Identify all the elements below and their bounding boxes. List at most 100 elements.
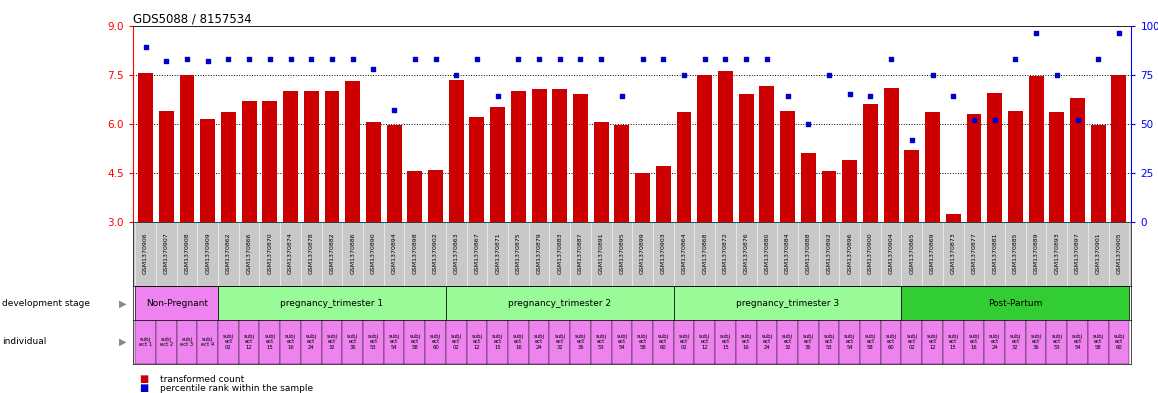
Bar xyxy=(695,320,716,364)
Text: subj
ect
12: subj ect 12 xyxy=(243,334,255,350)
Bar xyxy=(322,320,343,364)
Text: subj
ect
58: subj ect 58 xyxy=(865,334,875,350)
Point xyxy=(1006,56,1025,62)
Bar xyxy=(532,90,547,222)
Bar xyxy=(221,112,236,222)
Text: subj
ect
32: subj ect 32 xyxy=(555,334,565,350)
Bar xyxy=(263,101,277,222)
Bar xyxy=(573,94,588,222)
Bar xyxy=(674,320,695,364)
Bar xyxy=(467,320,488,364)
Text: GSM1370904: GSM1370904 xyxy=(888,232,894,274)
Bar xyxy=(904,150,919,222)
Point xyxy=(985,117,1004,123)
Text: GSM1370885: GSM1370885 xyxy=(1013,232,1018,274)
Bar xyxy=(570,320,591,364)
Bar xyxy=(197,320,218,364)
Text: subj
ect
54: subj ect 54 xyxy=(389,334,400,350)
Bar xyxy=(446,286,674,320)
Bar xyxy=(1049,112,1064,222)
Bar xyxy=(946,214,961,222)
Text: GSM1370890: GSM1370890 xyxy=(371,232,376,274)
Point xyxy=(384,107,403,113)
Text: GSM1370892: GSM1370892 xyxy=(827,232,831,274)
Text: GSM1370903: GSM1370903 xyxy=(661,232,666,274)
Text: subj
ect
53: subj ect 53 xyxy=(1051,334,1062,350)
Bar xyxy=(135,286,218,320)
Text: ■: ■ xyxy=(139,383,148,393)
Bar xyxy=(200,119,215,222)
Bar xyxy=(615,125,629,222)
Point xyxy=(137,44,155,50)
Bar xyxy=(218,320,239,364)
Point xyxy=(323,56,342,62)
Text: ▶: ▶ xyxy=(119,298,126,309)
Text: subj
ect
16: subj ect 16 xyxy=(285,334,296,350)
Text: subj
ect
58: subj ect 58 xyxy=(637,334,648,350)
Bar xyxy=(449,79,463,222)
Bar xyxy=(842,160,857,222)
Point xyxy=(862,93,880,99)
Bar xyxy=(718,72,733,222)
Point xyxy=(716,56,734,62)
Bar xyxy=(446,320,467,364)
Point xyxy=(613,93,631,99)
Bar xyxy=(343,320,364,364)
Bar xyxy=(735,320,756,364)
Text: GSM1370907: GSM1370907 xyxy=(163,232,169,274)
Bar xyxy=(881,320,901,364)
Text: GSM1370900: GSM1370900 xyxy=(868,232,873,274)
Bar xyxy=(301,320,322,364)
Text: GSM1370867: GSM1370867 xyxy=(475,232,479,274)
Bar xyxy=(259,320,280,364)
Point xyxy=(405,56,424,62)
Bar xyxy=(780,111,796,222)
Bar xyxy=(863,104,878,222)
Bar xyxy=(1108,320,1129,364)
Point xyxy=(468,56,486,62)
Bar xyxy=(984,320,1005,364)
Text: GSM1370865: GSM1370865 xyxy=(909,232,915,274)
Text: GSM1370901: GSM1370901 xyxy=(1095,232,1101,274)
Text: GSM1370875: GSM1370875 xyxy=(515,232,521,274)
Bar xyxy=(739,94,754,222)
Bar xyxy=(922,320,943,364)
Point xyxy=(1089,56,1107,62)
Bar xyxy=(967,114,982,222)
Text: GSM1370882: GSM1370882 xyxy=(330,232,335,274)
Text: subj
ect
16: subj ect 16 xyxy=(968,334,980,350)
Text: GSM1370891: GSM1370891 xyxy=(599,232,603,274)
Bar xyxy=(364,320,383,364)
Text: subj
ect
54: subj ect 54 xyxy=(844,334,856,350)
Text: GSM1370908: GSM1370908 xyxy=(184,232,190,274)
Text: subj
ect
02: subj ect 02 xyxy=(450,334,462,350)
Bar xyxy=(366,122,381,222)
Text: GSM1370880: GSM1370880 xyxy=(764,232,769,274)
Bar xyxy=(303,91,318,222)
Text: subj
ect
36: subj ect 36 xyxy=(802,334,814,350)
Text: GSM1370874: GSM1370874 xyxy=(288,232,293,274)
Point xyxy=(240,56,258,62)
Text: subj
ect
15: subj ect 15 xyxy=(492,334,504,350)
Bar xyxy=(632,320,653,364)
Point xyxy=(344,56,362,62)
Bar xyxy=(177,320,197,364)
Text: GSM1370876: GSM1370876 xyxy=(743,232,749,274)
Text: GSM1370894: GSM1370894 xyxy=(391,232,396,274)
Bar xyxy=(135,320,156,364)
Point xyxy=(799,121,818,127)
Text: GSM1370879: GSM1370879 xyxy=(536,232,542,274)
Point xyxy=(157,58,176,64)
Point xyxy=(219,56,237,62)
Text: GSM1370898: GSM1370898 xyxy=(412,232,417,274)
Text: GDS5088 / 8157534: GDS5088 / 8157534 xyxy=(133,13,251,26)
Text: subj
ect
12: subj ect 12 xyxy=(699,334,710,350)
Text: transformed count: transformed count xyxy=(160,375,244,384)
Bar xyxy=(756,320,777,364)
Text: GSM1370869: GSM1370869 xyxy=(930,232,935,274)
Point xyxy=(571,56,589,62)
Text: subj
ect
58: subj ect 58 xyxy=(409,334,420,350)
Bar xyxy=(901,320,922,364)
Point xyxy=(426,56,445,62)
Point xyxy=(364,66,382,72)
